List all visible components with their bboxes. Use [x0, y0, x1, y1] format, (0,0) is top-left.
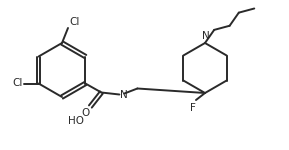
Text: N: N [121, 90, 128, 99]
Text: O: O [81, 108, 89, 117]
Text: F: F [190, 103, 196, 113]
Text: HO: HO [68, 116, 84, 126]
Text: N: N [202, 31, 210, 41]
Text: Cl: Cl [69, 17, 79, 27]
Text: Cl: Cl [12, 78, 23, 88]
